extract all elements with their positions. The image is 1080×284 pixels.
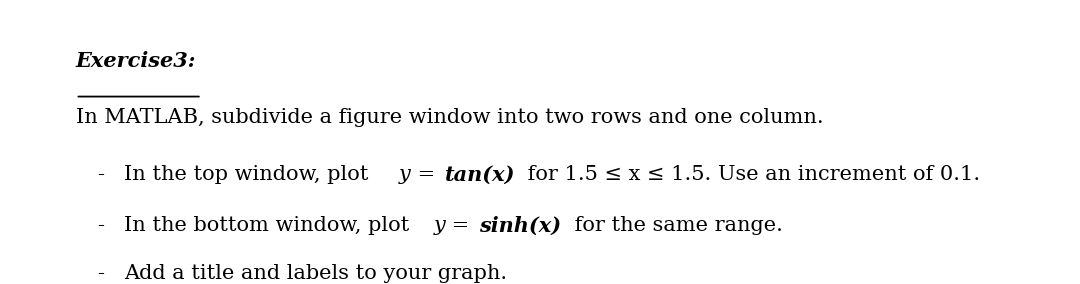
Text: In the bottom window, plot: In the bottom window, plot: [124, 216, 416, 235]
Text: -: -: [97, 216, 104, 235]
Text: Add a title and labels to your graph.: Add a title and labels to your graph.: [124, 264, 508, 283]
Text: sinh(x): sinh(x): [480, 216, 562, 236]
Text: =: =: [410, 165, 442, 184]
Text: for 1.5 ≤ x ≤ 1.5. Use an increment of 0.1.: for 1.5 ≤ x ≤ 1.5. Use an increment of 0…: [521, 165, 980, 184]
Text: for the same range.: for the same range.: [568, 216, 783, 235]
Text: tan(x): tan(x): [445, 165, 515, 185]
Text: =: =: [445, 216, 476, 235]
Text: y: y: [433, 216, 445, 235]
Text: In MATLAB, subdivide a figure window into two rows and one column.: In MATLAB, subdivide a figure window int…: [76, 108, 823, 127]
Text: -: -: [97, 264, 104, 283]
Text: In the top window, plot: In the top window, plot: [124, 165, 375, 184]
Text: -: -: [97, 165, 104, 184]
Text: Exercise3:: Exercise3:: [76, 51, 197, 71]
Text: y: y: [399, 165, 410, 184]
